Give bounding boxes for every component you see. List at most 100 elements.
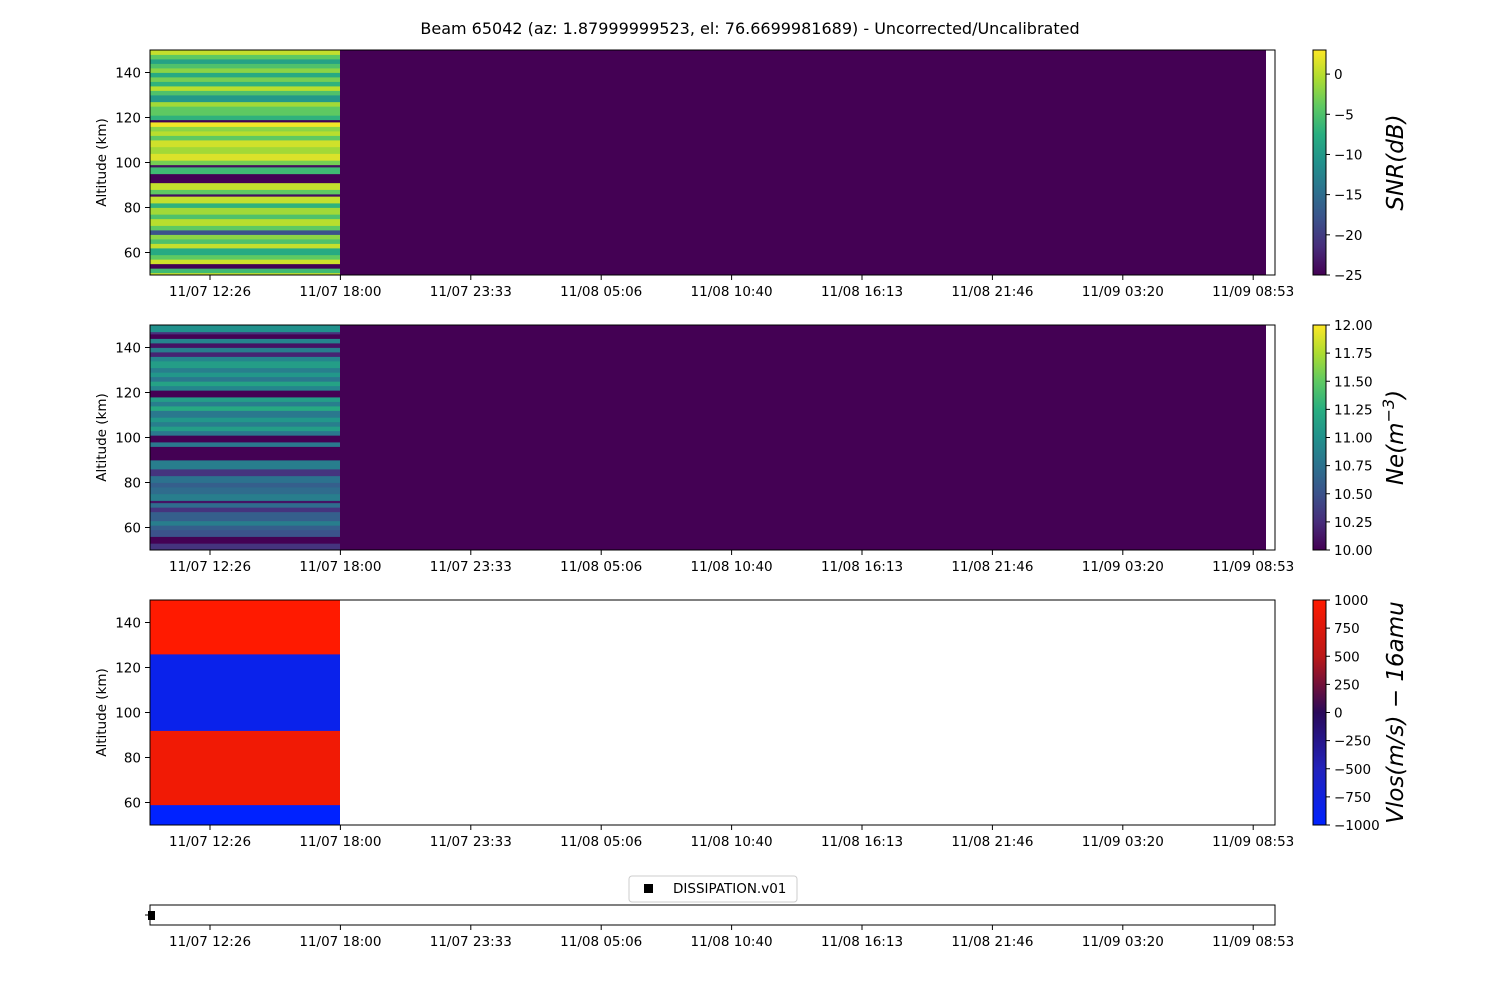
heatmap-cell	[150, 115, 340, 121]
axes-frame	[149, 904, 1276, 926]
x-tick-label: 11/08 10:40	[691, 284, 773, 300]
x-tick-label: 11/07 12:26	[169, 559, 251, 575]
colorbar-label: Vlos(m/s) − 16amu	[1383, 601, 1409, 824]
heatmap-cell	[150, 390, 340, 398]
x-tick-label: 11/07 12:26	[169, 284, 251, 300]
x-tick-label: 11/08 05:06	[560, 834, 642, 850]
x-tick-label: 11/08 16:13	[821, 934, 903, 950]
heatmap-cell	[150, 167, 340, 175]
colorbar	[1312, 49, 1327, 276]
y-axis-label: Altitude (km)	[94, 118, 110, 207]
heatmap-cell	[150, 153, 340, 161]
heatmap-background	[340, 325, 1266, 550]
y-tick-label: 100	[115, 156, 141, 172]
heatmap-cell	[150, 352, 340, 357]
x-tick-label: 11/08 05:06	[560, 284, 642, 300]
colorbar-tick-label: 1000	[1334, 593, 1368, 609]
colorbar-tick-label: −750	[1334, 790, 1371, 806]
y-tick-label: 60	[124, 796, 141, 812]
heatmap-cell	[150, 334, 340, 339]
colorbar-label: SNR(dB)	[1383, 114, 1409, 210]
heatmap-cell	[150, 68, 340, 73]
x-tick-label: 11/08 05:06	[560, 934, 642, 950]
heatmap-cell	[150, 268, 340, 274]
scatter-point	[148, 911, 155, 920]
heatmap-cell	[150, 804, 340, 826]
x-tick-label: 11/08 21:46	[951, 834, 1033, 850]
colorbar-tick-label: 11.00	[1334, 431, 1373, 447]
heatmap-cell	[150, 406, 340, 411]
colorbar-tick-label: 11.25	[1334, 402, 1373, 418]
heatmap-cell	[150, 338, 340, 344]
heatmap-cell	[150, 164, 340, 168]
heatmap-cell	[150, 446, 340, 461]
heatmap-cell	[150, 435, 340, 443]
heatmap-cell	[150, 203, 340, 208]
x-tick-label: 11/08 10:40	[691, 934, 773, 950]
heatmap-cell	[150, 254, 340, 260]
heatmap-cell	[150, 248, 340, 256]
x-tick-label: 11/09 03:20	[1082, 559, 1164, 575]
x-tick-label: 11/07 18:00	[299, 559, 381, 575]
colorbar-tick-label: −1000	[1334, 818, 1380, 834]
colorbar	[1312, 324, 1327, 551]
heatmap-cell	[150, 475, 340, 483]
heatmap-cell	[150, 543, 340, 551]
heatmap-cell	[150, 126, 340, 132]
heatmap-cell	[150, 442, 340, 447]
colorbar-tick-label: −15	[1334, 188, 1363, 204]
x-tick-label: 11/08 16:13	[821, 834, 903, 850]
colorbar-tick-label: 12.00	[1334, 318, 1373, 334]
heatmap-cell	[150, 417, 340, 423]
heatmap-cell	[150, 381, 340, 387]
heatmap-cell	[150, 426, 340, 432]
dissipation-panel: DISSIPATION.v01 11/07 12:26 11/07 18:00 11/…	[145, 875, 1294, 950]
heatmap-cell	[150, 263, 340, 269]
heatmap-cell	[150, 482, 340, 488]
x-tick-label: 11/09 08:53	[1212, 934, 1294, 950]
heatmap-cell	[150, 347, 340, 353]
y-tick-label: 100	[115, 706, 141, 722]
heatmap-cell	[150, 460, 340, 470]
heatmap-cell	[150, 173, 340, 184]
colorbar-tick-label: 0	[1334, 67, 1343, 83]
heatmap-cell	[150, 160, 340, 166]
heatmap-cell	[150, 600, 340, 655]
heatmap-cell	[150, 214, 340, 220]
heatmap-cell	[150, 106, 340, 116]
x-tick-label: 11/08 16:13	[821, 559, 903, 575]
heatmap-cell	[150, 500, 340, 504]
heatmap-cell	[150, 207, 340, 215]
y-tick-label: 60	[124, 521, 141, 537]
heatmap-cell	[150, 493, 340, 501]
heatmap-cell	[150, 86, 340, 91]
heatmap-cell	[150, 343, 340, 348]
heatmap-cell	[150, 131, 340, 136]
heatmap-cell	[150, 356, 340, 362]
colorbar-tick-label: 10.50	[1334, 487, 1373, 503]
heatmap-cell	[150, 101, 340, 107]
heatmap-cell	[150, 487, 340, 495]
heatmap-cell	[150, 95, 340, 103]
heatmap-cell	[150, 234, 340, 240]
y-tick-label: 140	[115, 66, 141, 82]
heatmap-background	[340, 50, 1266, 275]
heatmap-cell	[150, 81, 340, 87]
heatmap-cell	[150, 654, 340, 731]
x-tick-label: 11/08 05:06	[560, 559, 642, 575]
colorbar-tick-label: −250	[1334, 734, 1371, 750]
vlos-panel: 60 80 100 120 140 Altitude (km) 11/07 12:26 11/…	[94, 593, 1409, 850]
x-tick-label: 11/07 18:00	[299, 934, 381, 950]
colorbar-tick-label: 10.25	[1334, 515, 1373, 531]
heatmap-cell	[150, 135, 340, 141]
colorbar-label: Ne(m−3)	[1379, 390, 1410, 485]
heatmap-cell	[150, 189, 340, 195]
legend-box	[628, 875, 798, 903]
heatmap-cell	[150, 469, 340, 477]
x-tick-label: 11/07 12:26	[169, 834, 251, 850]
heatmap-cell	[150, 239, 340, 244]
colorbar-tick-label: 250	[1334, 677, 1360, 693]
x-tick-label: 11/09 03:20	[1082, 284, 1164, 300]
colorbar-tick-label: 10.75	[1334, 459, 1373, 475]
